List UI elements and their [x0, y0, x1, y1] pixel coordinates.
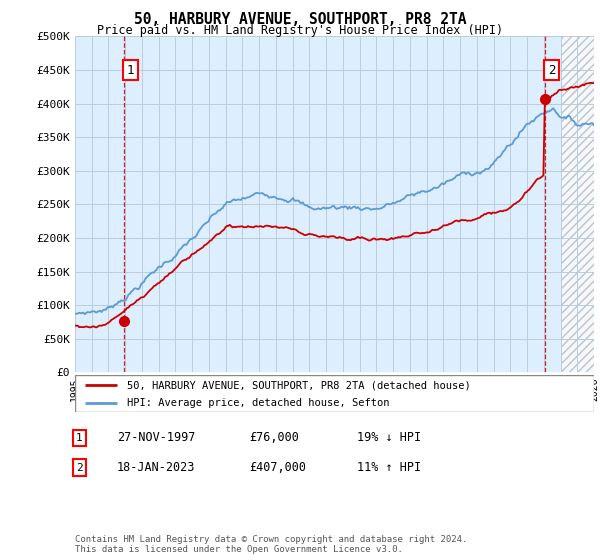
Text: 19% ↓ HPI: 19% ↓ HPI — [357, 431, 421, 445]
Text: 11% ↑ HPI: 11% ↑ HPI — [357, 461, 421, 474]
Text: 1: 1 — [76, 433, 83, 443]
Text: 50, HARBURY AVENUE, SOUTHPORT, PR8 2TA: 50, HARBURY AVENUE, SOUTHPORT, PR8 2TA — [134, 12, 466, 27]
Text: Price paid vs. HM Land Registry's House Price Index (HPI): Price paid vs. HM Land Registry's House … — [97, 24, 503, 36]
Text: 2: 2 — [76, 463, 83, 473]
Text: 18-JAN-2023: 18-JAN-2023 — [117, 461, 196, 474]
Text: £76,000: £76,000 — [249, 431, 299, 445]
Text: 27-NOV-1997: 27-NOV-1997 — [117, 431, 196, 445]
Text: HPI: Average price, detached house, Sefton: HPI: Average price, detached house, Seft… — [127, 398, 389, 408]
Text: 50, HARBURY AVENUE, SOUTHPORT, PR8 2TA (detached house): 50, HARBURY AVENUE, SOUTHPORT, PR8 2TA (… — [127, 380, 470, 390]
Bar — [560, 36, 594, 372]
Text: Contains HM Land Registry data © Crown copyright and database right 2024.
This d: Contains HM Land Registry data © Crown c… — [75, 535, 467, 554]
Text: 2: 2 — [548, 63, 556, 77]
Text: £407,000: £407,000 — [249, 461, 306, 474]
Text: 1: 1 — [127, 63, 134, 77]
